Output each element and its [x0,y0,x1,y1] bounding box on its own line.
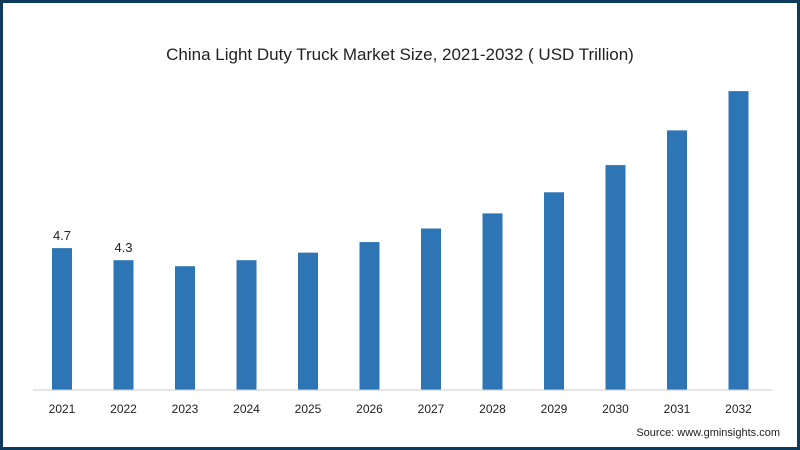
bar-2027 [421,228,441,390]
x-tick-label-2026: 2026 [356,402,383,416]
x-tick-label-2025: 2025 [295,402,322,416]
bar-2029 [544,192,564,390]
chart-title: China Light Duty Truck Market Size, 2021… [166,45,634,64]
bar-2021 [52,248,72,390]
bar-2032 [728,91,749,390]
bar-2024 [236,260,257,390]
x-tick-label-2027: 2027 [418,402,445,416]
data-label-2022: 4.3 [114,240,132,255]
source-note: Source: www.gminsights.com [636,427,780,439]
x-tick-label-2021: 2021 [49,402,76,416]
x-tick-label-2022: 2022 [110,402,137,416]
x-tick-label-2029: 2029 [541,402,568,416]
data-label-2021: 4.7 [53,228,71,243]
x-tick-label-2032: 2032 [725,402,752,416]
bar-2025 [298,252,318,390]
x-tick-label-2024: 2024 [233,402,260,416]
x-tick-label-2023: 2023 [172,402,199,416]
bar-2022 [113,260,134,390]
bar-2030 [605,165,626,390]
bar-2031 [667,130,687,390]
x-tick-label-2028: 2028 [479,402,506,416]
x-tick-label-2031: 2031 [664,402,691,416]
x-tick-label-2030: 2030 [602,402,629,416]
bar-2028 [482,213,503,390]
bar-2026 [359,242,380,390]
bar-2023 [175,266,195,390]
